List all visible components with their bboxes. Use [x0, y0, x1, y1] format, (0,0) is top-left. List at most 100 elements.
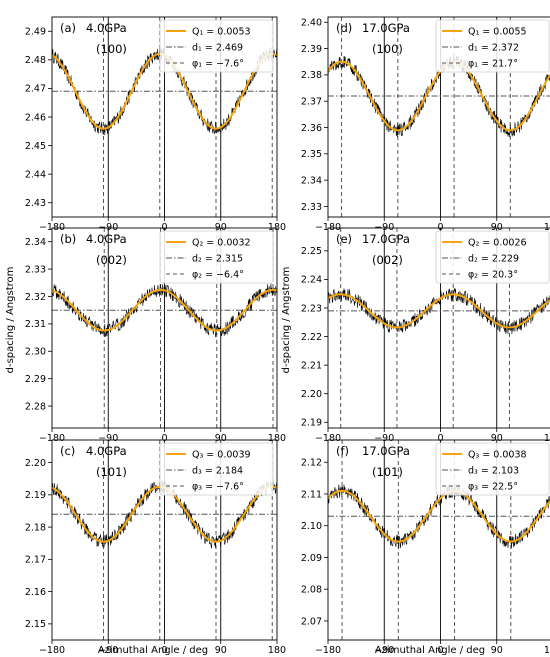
y-tick-label: 2.37 — [301, 97, 322, 108]
y-tick-label: 2.12 — [301, 458, 322, 469]
x-tick-label: −180 — [315, 645, 341, 656]
y-tick-label: 2.20 — [301, 389, 322, 400]
y-axis-label-right-column: d-spacing / Angstrom — [281, 267, 292, 374]
y-tick-label: 2.47 — [25, 84, 46, 95]
reflection-label: (101) — [372, 465, 403, 479]
panel-b: −180 −90 0 90 180 2.28 2.29 2.30 2.31 2.32 2.33 2.3… — [25, 227, 286, 444]
panel-letter: (a) — [60, 21, 76, 35]
y-tick-label: 2.33 — [25, 264, 46, 275]
fit-curve — [328, 293, 550, 329]
y-tick-label: 2.34 — [301, 175, 322, 186]
y-tick-label: 2.39 — [301, 44, 322, 55]
reflection-label: (100) — [96, 42, 127, 56]
legend-label: d₁ = 2.372 — [468, 43, 519, 54]
panel-f: −180 −90 0 90 180 2.07 2.08 2.09 2.10 2.11 2.12 (f)… — [301, 439, 550, 656]
legend-box — [435, 19, 550, 73]
legend-box — [435, 230, 550, 284]
measured-trace — [328, 288, 550, 335]
y-tick-label: 2.08 — [301, 585, 322, 596]
legend-box — [159, 19, 274, 73]
y-tick-label: 2.46 — [25, 112, 46, 123]
legend-label: Q₂ = 0.0032 — [192, 238, 251, 249]
x-tick-label: 180 — [268, 433, 286, 444]
y-tick-label: 2.29 — [25, 374, 46, 385]
y-tick-label: 2.34 — [25, 237, 46, 248]
y-tick-label: 2.15 — [25, 619, 46, 630]
legend-label: Q₃ = 0.0039 — [192, 450, 251, 461]
x-tick-label: 180 — [268, 222, 286, 233]
y-tick-label: 2.36 — [301, 123, 322, 134]
x-tick-label: 0 — [161, 433, 167, 444]
y-tick-label: 2.48 — [25, 55, 46, 66]
panel-letter: (c) — [60, 444, 75, 458]
legend-label: Q₃ = 0.0038 — [468, 450, 527, 461]
y-tick-label: 2.31 — [25, 319, 46, 330]
x-tick-label: 90 — [215, 433, 227, 444]
panel-letter: (f) — [336, 444, 349, 458]
x-tick-label: −90 — [374, 433, 394, 444]
y-axis-label-left-column: d-spacing / Angstrom — [5, 267, 16, 374]
y-tick-label: 2.38 — [301, 70, 322, 81]
legend-label: φ₁ = 21.7° — [468, 59, 518, 70]
y-tick-label: 2.33 — [301, 202, 322, 213]
panel-d: −180 −90 0 90 180 2.33 2.34 2.35 2.36 2.37 2.38 2.3… — [301, 16, 550, 233]
y-tick-label: 2.07 — [301, 616, 322, 627]
x-tick-label: −180 — [39, 645, 65, 656]
legend-box — [159, 230, 274, 284]
y-tick-label: 2.30 — [25, 347, 46, 358]
pressure-label: 4.0GPa — [86, 21, 127, 35]
pressure-label: 17.0GPa — [362, 444, 410, 458]
y-tick-label: 2.24 — [301, 275, 322, 286]
x-tick-label: −180 — [315, 222, 341, 233]
x-tick-label: −90 — [374, 645, 394, 656]
y-tick-label: 2.19 — [25, 490, 46, 501]
x-tick-label: 0 — [437, 222, 443, 233]
panel-letter: (d) — [336, 21, 352, 35]
panel-letter: (e) — [336, 232, 352, 246]
legend-label: φ₃ = 22.5° — [468, 482, 518, 493]
y-tick-label: 2.40 — [301, 18, 322, 29]
reflection-label: (002) — [372, 253, 403, 267]
x-tick-label: 90 — [491, 433, 503, 444]
legend-label: φ₂ = −6.4° — [192, 270, 244, 281]
x-tick-label: 90 — [491, 222, 503, 233]
x-tick-label: −90 — [98, 645, 118, 656]
x-axis-label-left-column: Azimuthal Angle / deg — [98, 645, 208, 656]
x-tick-label: −90 — [98, 222, 118, 233]
y-tick-label: 2.20 — [25, 458, 46, 469]
x-tick-label: 180 — [268, 645, 286, 656]
x-tick-label: 90 — [491, 645, 503, 656]
y-tick-label: 2.16 — [25, 587, 46, 598]
y-tick-label: 2.32 — [25, 292, 46, 303]
y-tick-label: 2.35 — [301, 149, 322, 160]
x-axis-label-right-column: Azimuthal Angle / deg — [375, 645, 485, 656]
legend-label: d₃ = 2.184 — [192, 466, 243, 477]
x-tick-label: −90 — [98, 433, 118, 444]
plot-area — [52, 228, 277, 428]
x-tick-label: 90 — [215, 222, 227, 233]
legend-label: d₂ = 2.229 — [468, 254, 519, 265]
panel-letter: (b) — [60, 232, 76, 246]
y-tick-label: 2.19 — [301, 418, 322, 429]
reflection-label: (101) — [96, 465, 127, 479]
legend-label: φ₁ = −7.6° — [192, 59, 244, 70]
x-tick-label: 180 — [544, 645, 550, 656]
legend-box — [435, 442, 550, 496]
y-tick-label: 2.09 — [301, 553, 322, 564]
y-tick-label: 2.25 — [301, 246, 322, 257]
x-tick-label: −180 — [315, 433, 341, 444]
y-tick-label: 2.43 — [25, 198, 46, 209]
y-tick-label: 2.11 — [301, 489, 322, 500]
pressure-label: 4.0GPa — [86, 232, 127, 246]
y-tick-label: 2.18 — [25, 522, 46, 533]
panel-e: −180 −90 0 90 180 2.19 2.20 2.21 2.22 2.23 2.24 2.2… — [301, 227, 550, 444]
x-tick-label: 90 — [215, 645, 227, 656]
x-tick-label: 0 — [161, 645, 167, 656]
panel-c: −180 −90 0 90 180 2.15 2.16 2.17 2.18 2.19 2.20 (c)… — [25, 439, 286, 656]
y-tick-label: 2.49 — [25, 27, 46, 38]
x-tick-label: 180 — [544, 222, 550, 233]
panels-layer: −180 −90 0 90 180 2.43 2.44 2.45 2.46 2.47 2.48 2.4… — [25, 16, 550, 656]
legend-label: φ₃ = −7.6° — [192, 482, 244, 493]
legend-label: d₂ = 2.315 — [192, 254, 243, 265]
legend-label: φ₂ = 20.3° — [468, 270, 518, 281]
